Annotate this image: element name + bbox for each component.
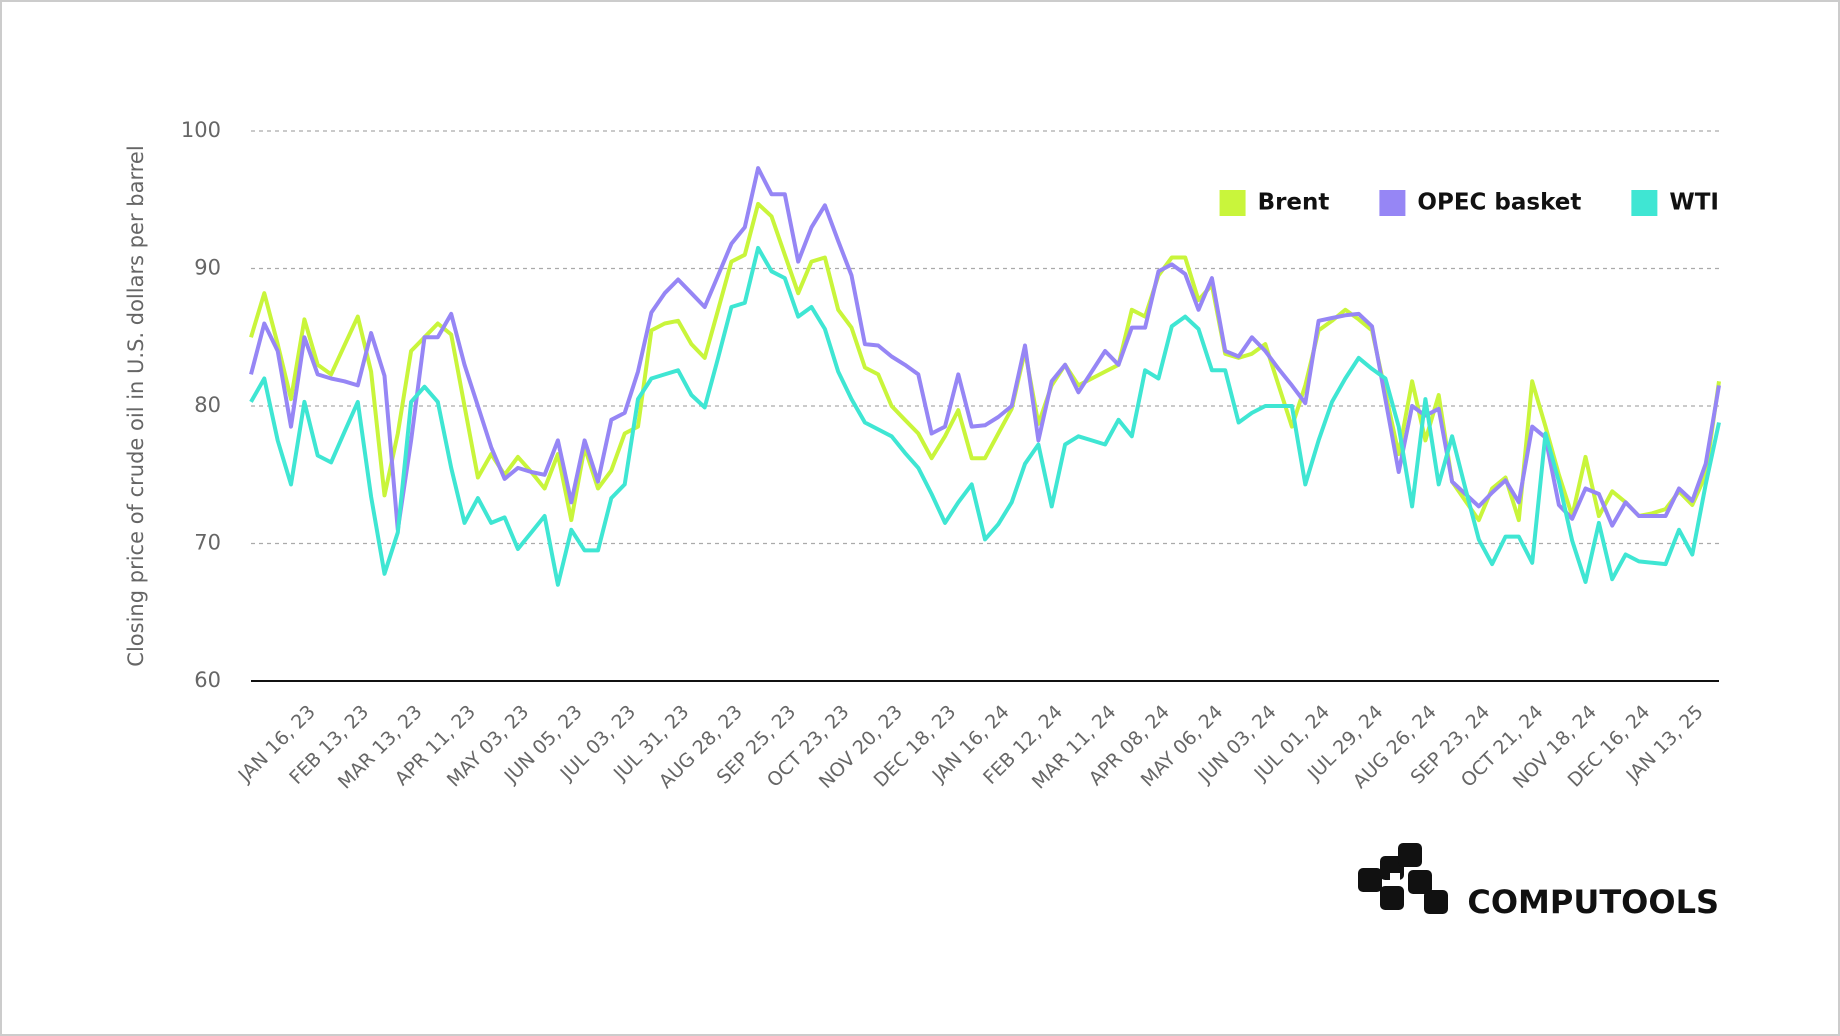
legend-swatch (1379, 190, 1406, 216)
series-line (249, 245, 1721, 587)
y-tick-label: 90 (194, 256, 221, 280)
legend-label: WTI (1669, 190, 1719, 216)
legend-swatch (1219, 190, 1246, 216)
legend-label: Brent (1258, 190, 1330, 216)
brand-logo (1358, 843, 1448, 914)
y-tick-label: 80 (194, 393, 221, 417)
y-tick-label: 70 (194, 531, 221, 555)
legend-label: OPEC basket (1417, 190, 1581, 216)
brand-name: COMPUTOOLS (1467, 883, 1719, 921)
series-line (249, 166, 1721, 532)
y-axis-label: Closing price of crude oil in U.S. dolla… (124, 145, 148, 666)
legend: Brent OPEC basket WTI (1219, 190, 1719, 216)
y-tick-label: 60 (194, 668, 221, 692)
legend-swatch (1631, 190, 1658, 216)
y-tick-label: 100 (181, 118, 221, 142)
